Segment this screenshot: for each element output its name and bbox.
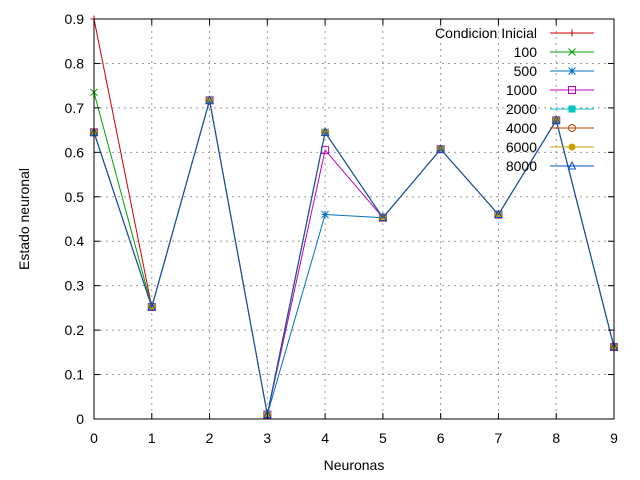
y-tick-label: 0.9	[65, 11, 85, 27]
data-point-marker	[568, 67, 576, 75]
y-tick-label: 0	[76, 411, 84, 427]
x-tick-label: 0	[90, 430, 98, 446]
x-tick-label: 7	[495, 430, 503, 446]
plot-frame	[93, 18, 615, 420]
legend-entry: 100	[514, 44, 594, 60]
series-6	[90, 96, 618, 419]
data-point-marker	[568, 86, 576, 94]
x-tick-label: 8	[552, 430, 560, 446]
data-point-marker	[568, 124, 576, 132]
legend-entry: 6000	[506, 139, 594, 155]
legend-label: 100	[514, 44, 538, 60]
x-tick-label: 3	[263, 430, 271, 446]
x-tick-label: 4	[321, 430, 329, 446]
legend-label: 1000	[506, 82, 537, 98]
y-tick-label: 0.1	[65, 367, 85, 383]
data-point-marker	[568, 105, 576, 113]
legend-label: 6000	[506, 139, 537, 155]
legend-label: 8000	[506, 158, 537, 174]
x-tick-label: 2	[206, 430, 214, 446]
legend-label: 500	[514, 63, 538, 79]
series-5	[90, 96, 618, 419]
data-point-marker	[320, 127, 330, 136]
legend-label: Condicion Inicial	[435, 25, 537, 41]
x-tick-label: 5	[379, 430, 387, 446]
y-tick-label: 0.5	[65, 189, 85, 205]
x-tick-label: 9	[610, 430, 618, 446]
data-point-marker	[551, 115, 561, 124]
legend-entry: 8000	[506, 158, 594, 174]
series-3	[90, 96, 618, 419]
data-point-marker	[567, 160, 577, 170]
series-4	[90, 96, 618, 419]
y-tick-label: 0.6	[65, 144, 85, 160]
data-point-marker	[568, 48, 576, 56]
y-tick-label: 0.3	[65, 278, 85, 294]
legend-entry: 500	[514, 63, 594, 79]
grid	[94, 19, 614, 419]
series-line	[93, 100, 615, 415]
x-axis-label: Neuronas	[324, 457, 385, 473]
data-point-marker	[378, 212, 388, 222]
series-2	[90, 96, 618, 419]
data-point-marker	[568, 29, 576, 37]
y-tick-label: 0.7	[65, 100, 85, 116]
y-tick-label: 0.2	[65, 322, 85, 338]
x-tick-label: 1	[148, 430, 156, 446]
legend-entry: 2000	[506, 101, 594, 117]
y-axis-label: Estado neuronal	[16, 168, 32, 270]
data-point-marker	[205, 95, 214, 104]
series-layer	[89, 15, 619, 419]
data-point-marker	[436, 144, 445, 153]
series-0	[90, 15, 618, 419]
legend-entry: 4000	[506, 120, 594, 136]
x-tick-label: 6	[437, 430, 445, 446]
data-point-marker	[321, 210, 329, 219]
series-7	[89, 95, 619, 419]
y-tick-label: 0.4	[65, 233, 85, 249]
series-1	[90, 88, 618, 419]
data-point-marker	[147, 301, 157, 311]
y-tick-label: 0.8	[65, 55, 85, 71]
legend-entry: 1000	[506, 82, 594, 98]
axis-ticks: 0 0.1 0.2 0.3 0.4 0.5 0.6 0.7 0.8 0.9 0 1 2 3 4 5 6 7 8 9	[65, 11, 619, 446]
legend-entry: Condicion Inicial	[435, 25, 594, 41]
legend: Condicion Inicial 100 500 1000 2000 4000 6000 8…	[435, 25, 594, 174]
data-point-marker	[568, 143, 576, 151]
data-point-marker	[494, 209, 503, 219]
legend-label: 4000	[506, 120, 537, 136]
legend-label: 2000	[506, 101, 537, 117]
